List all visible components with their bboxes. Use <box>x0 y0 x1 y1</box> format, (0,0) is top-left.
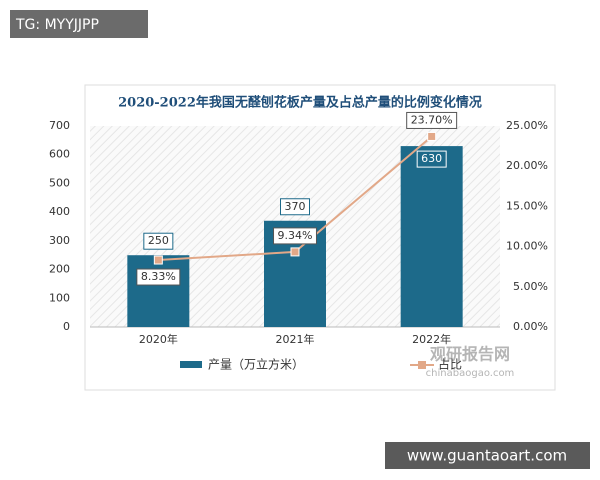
y-tick-label: 700 <box>49 119 70 132</box>
legend-label: 占比 <box>438 357 462 372</box>
data-label-box <box>136 268 181 286</box>
legend-swatch <box>180 361 202 368</box>
watermark-url: chinabaogao.com <box>426 368 515 379</box>
y2-tick-label: 15.00% <box>506 199 548 212</box>
data-label-box <box>406 111 458 129</box>
x-tick-label: 2021年 <box>276 332 315 346</box>
data-label-box <box>280 198 310 216</box>
y2-tick-label: 0.00% <box>513 320 548 333</box>
y-tick-label: 400 <box>49 205 70 218</box>
y-tick-label: 600 <box>49 148 70 161</box>
data-label: 250 <box>148 234 169 247</box>
x-tick-label: 2020年 <box>139 332 178 346</box>
data-label: 8.33% <box>141 270 176 283</box>
y2-tick-label: 25.00% <box>506 119 548 132</box>
y-tick-label: 100 <box>49 291 70 304</box>
y2-tick-label: 20.00% <box>506 159 548 172</box>
marker <box>427 131 437 141</box>
y-tick-label: 200 <box>49 263 70 276</box>
marker <box>290 247 300 257</box>
tag-box <box>10 10 148 38</box>
data-label: 9.34% <box>278 229 313 242</box>
data-label: 370 <box>285 200 306 213</box>
marker <box>153 255 163 265</box>
x-tick-label: 2022年 <box>412 332 451 346</box>
site-box <box>385 442 590 469</box>
bar <box>400 146 463 327</box>
y-tick-label: 300 <box>49 234 70 247</box>
data-label-box <box>416 150 447 168</box>
data-label-box <box>143 232 174 250</box>
legend-label: 产量（万立方米） <box>208 357 304 372</box>
chart-title: 2020-2022年我国无醛刨花板产量及占总产量的比例变化情况 <box>118 95 482 111</box>
site: www.guantaoart.com <box>407 447 567 465</box>
y-tick-label: 500 <box>49 176 70 189</box>
data-label: 630 <box>421 152 442 165</box>
data-label-box <box>273 227 317 245</box>
y2-tick-label: 10.00% <box>506 240 548 253</box>
tag: TG: MYYJJPP <box>15 17 99 33</box>
data-label: 23.70% <box>411 113 453 126</box>
y-tick-label: 0 <box>63 320 70 333</box>
watermark: 观研报告网 <box>430 345 510 364</box>
y2-tick-label: 5.00% <box>513 280 548 293</box>
bar <box>127 255 190 327</box>
legend-swatch <box>418 361 426 369</box>
